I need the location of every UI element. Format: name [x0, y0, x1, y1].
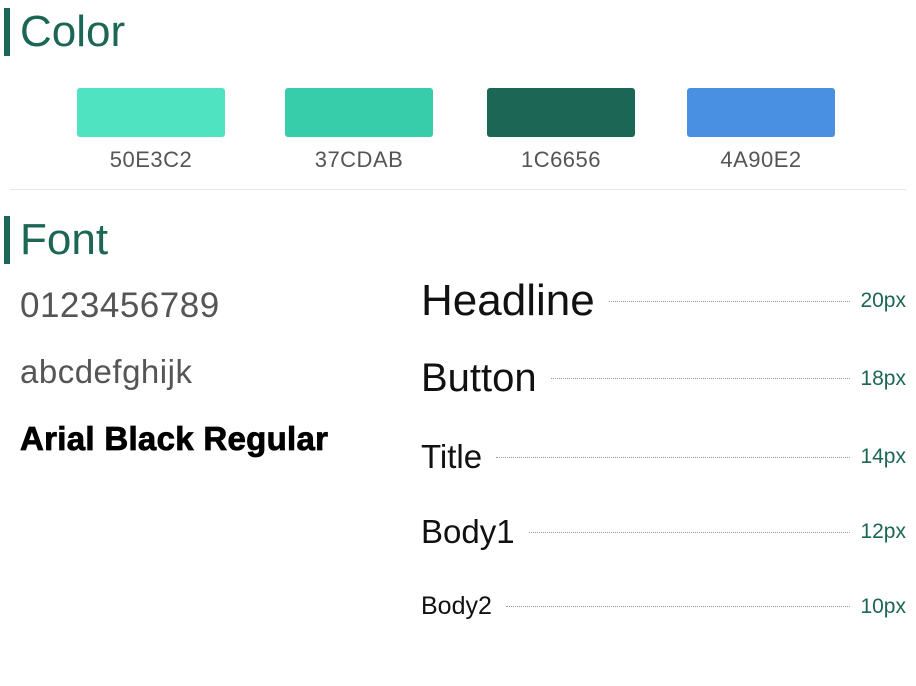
swatch-hex-label: 1C6656	[520, 147, 602, 172]
type-scale-row-headline: Headline 20px	[421, 276, 906, 326]
type-scale-row-title: Title 14px	[421, 438, 906, 476]
section-accent-bar	[4, 216, 10, 264]
type-scale-name: Body2	[421, 592, 492, 620]
type-scale-name: Button	[421, 356, 537, 400]
type-scale-size: 12px	[860, 520, 906, 543]
type-scale-row-body1: Body1 12px	[421, 513, 906, 551]
font-sample-letters: abcdefghijk	[20, 353, 193, 390]
type-scale-name: Headline	[421, 276, 595, 325]
type-scale-size: 10px	[860, 594, 906, 618]
type-scale-name: Body1	[421, 513, 515, 550]
dotted-leader	[608, 300, 851, 302]
color-title-text: Color	[20, 7, 126, 56]
dotted-leader	[528, 531, 851, 533]
color-swatch-4: 4A90E2	[687, 88, 835, 173]
type-scale-size: 14px	[860, 445, 906, 468]
font-title-text: Font	[20, 215, 109, 264]
swatch-hex-label: 37CDAB	[314, 147, 404, 172]
color-section-title: Color	[4, 8, 125, 56]
swatch-chip	[285, 88, 433, 137]
color-swatch-3: 1C6656	[487, 88, 635, 173]
type-scale-row-button: Button 18px	[421, 356, 906, 401]
font-sample-digits: 0123456789	[20, 286, 220, 325]
dotted-leader	[550, 378, 851, 379]
section-accent-bar	[4, 8, 10, 56]
color-swatch-1: 50E3C2	[77, 88, 225, 173]
swatch-hex-label: 4A90E2	[720, 147, 802, 172]
type-scale-name: Title	[421, 438, 483, 475]
dotted-leader	[505, 606, 851, 607]
swatch-chip	[487, 88, 635, 137]
section-divider	[10, 189, 906, 190]
type-scale-size: 20px	[860, 289, 906, 312]
swatch-chip	[687, 88, 835, 137]
type-scale-size: 18px	[860, 366, 906, 390]
color-swatch-2: 37CDAB	[285, 88, 433, 173]
swatch-hex-label: 50E3C2	[109, 147, 193, 172]
dotted-leader	[496, 456, 851, 458]
font-sample-name: Arial Black Regular	[20, 420, 329, 458]
swatch-chip	[77, 88, 225, 137]
type-scale-row-body2: Body2 10px	[421, 592, 906, 621]
font-section-title: Font	[4, 216, 108, 264]
